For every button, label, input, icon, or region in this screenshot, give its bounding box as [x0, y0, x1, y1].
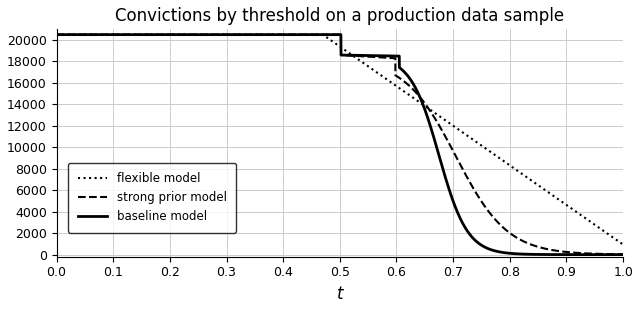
- strong prior model: [156, 33, 163, 37]
- baseline model: [52, 33, 60, 37]
- flexible model: [156, 33, 163, 37]
- Line: baseline model: baseline model: [56, 35, 623, 255]
- baseline model: [518, 252, 526, 256]
- baseline model: [620, 253, 627, 256]
- Legend: flexible model, strong prior model, baseline model: flexible model, strong prior model, base…: [68, 163, 236, 233]
- X-axis label: t: t: [337, 285, 343, 303]
- Line: strong prior model: strong prior model: [56, 35, 623, 254]
- flexible model: [421, 104, 429, 108]
- strong prior model: [518, 239, 526, 243]
- strong prior model: [52, 33, 60, 37]
- strong prior model: [269, 33, 277, 37]
- flexible model: [476, 142, 483, 146]
- Line: flexible model: flexible model: [56, 35, 623, 245]
- flexible model: [392, 84, 400, 88]
- Title: Convictions by threshold on a production data sample: Convictions by threshold on a production…: [115, 7, 564, 25]
- baseline model: [392, 54, 400, 58]
- flexible model: [269, 33, 277, 37]
- flexible model: [518, 172, 526, 176]
- strong prior model: [476, 196, 483, 200]
- baseline model: [476, 242, 483, 246]
- strong prior model: [620, 252, 627, 256]
- flexible model: [52, 33, 60, 37]
- baseline model: [269, 33, 277, 37]
- baseline model: [156, 33, 163, 37]
- strong prior model: [421, 102, 429, 105]
- flexible model: [620, 243, 627, 246]
- baseline model: [421, 108, 429, 112]
- strong prior model: [392, 74, 400, 78]
